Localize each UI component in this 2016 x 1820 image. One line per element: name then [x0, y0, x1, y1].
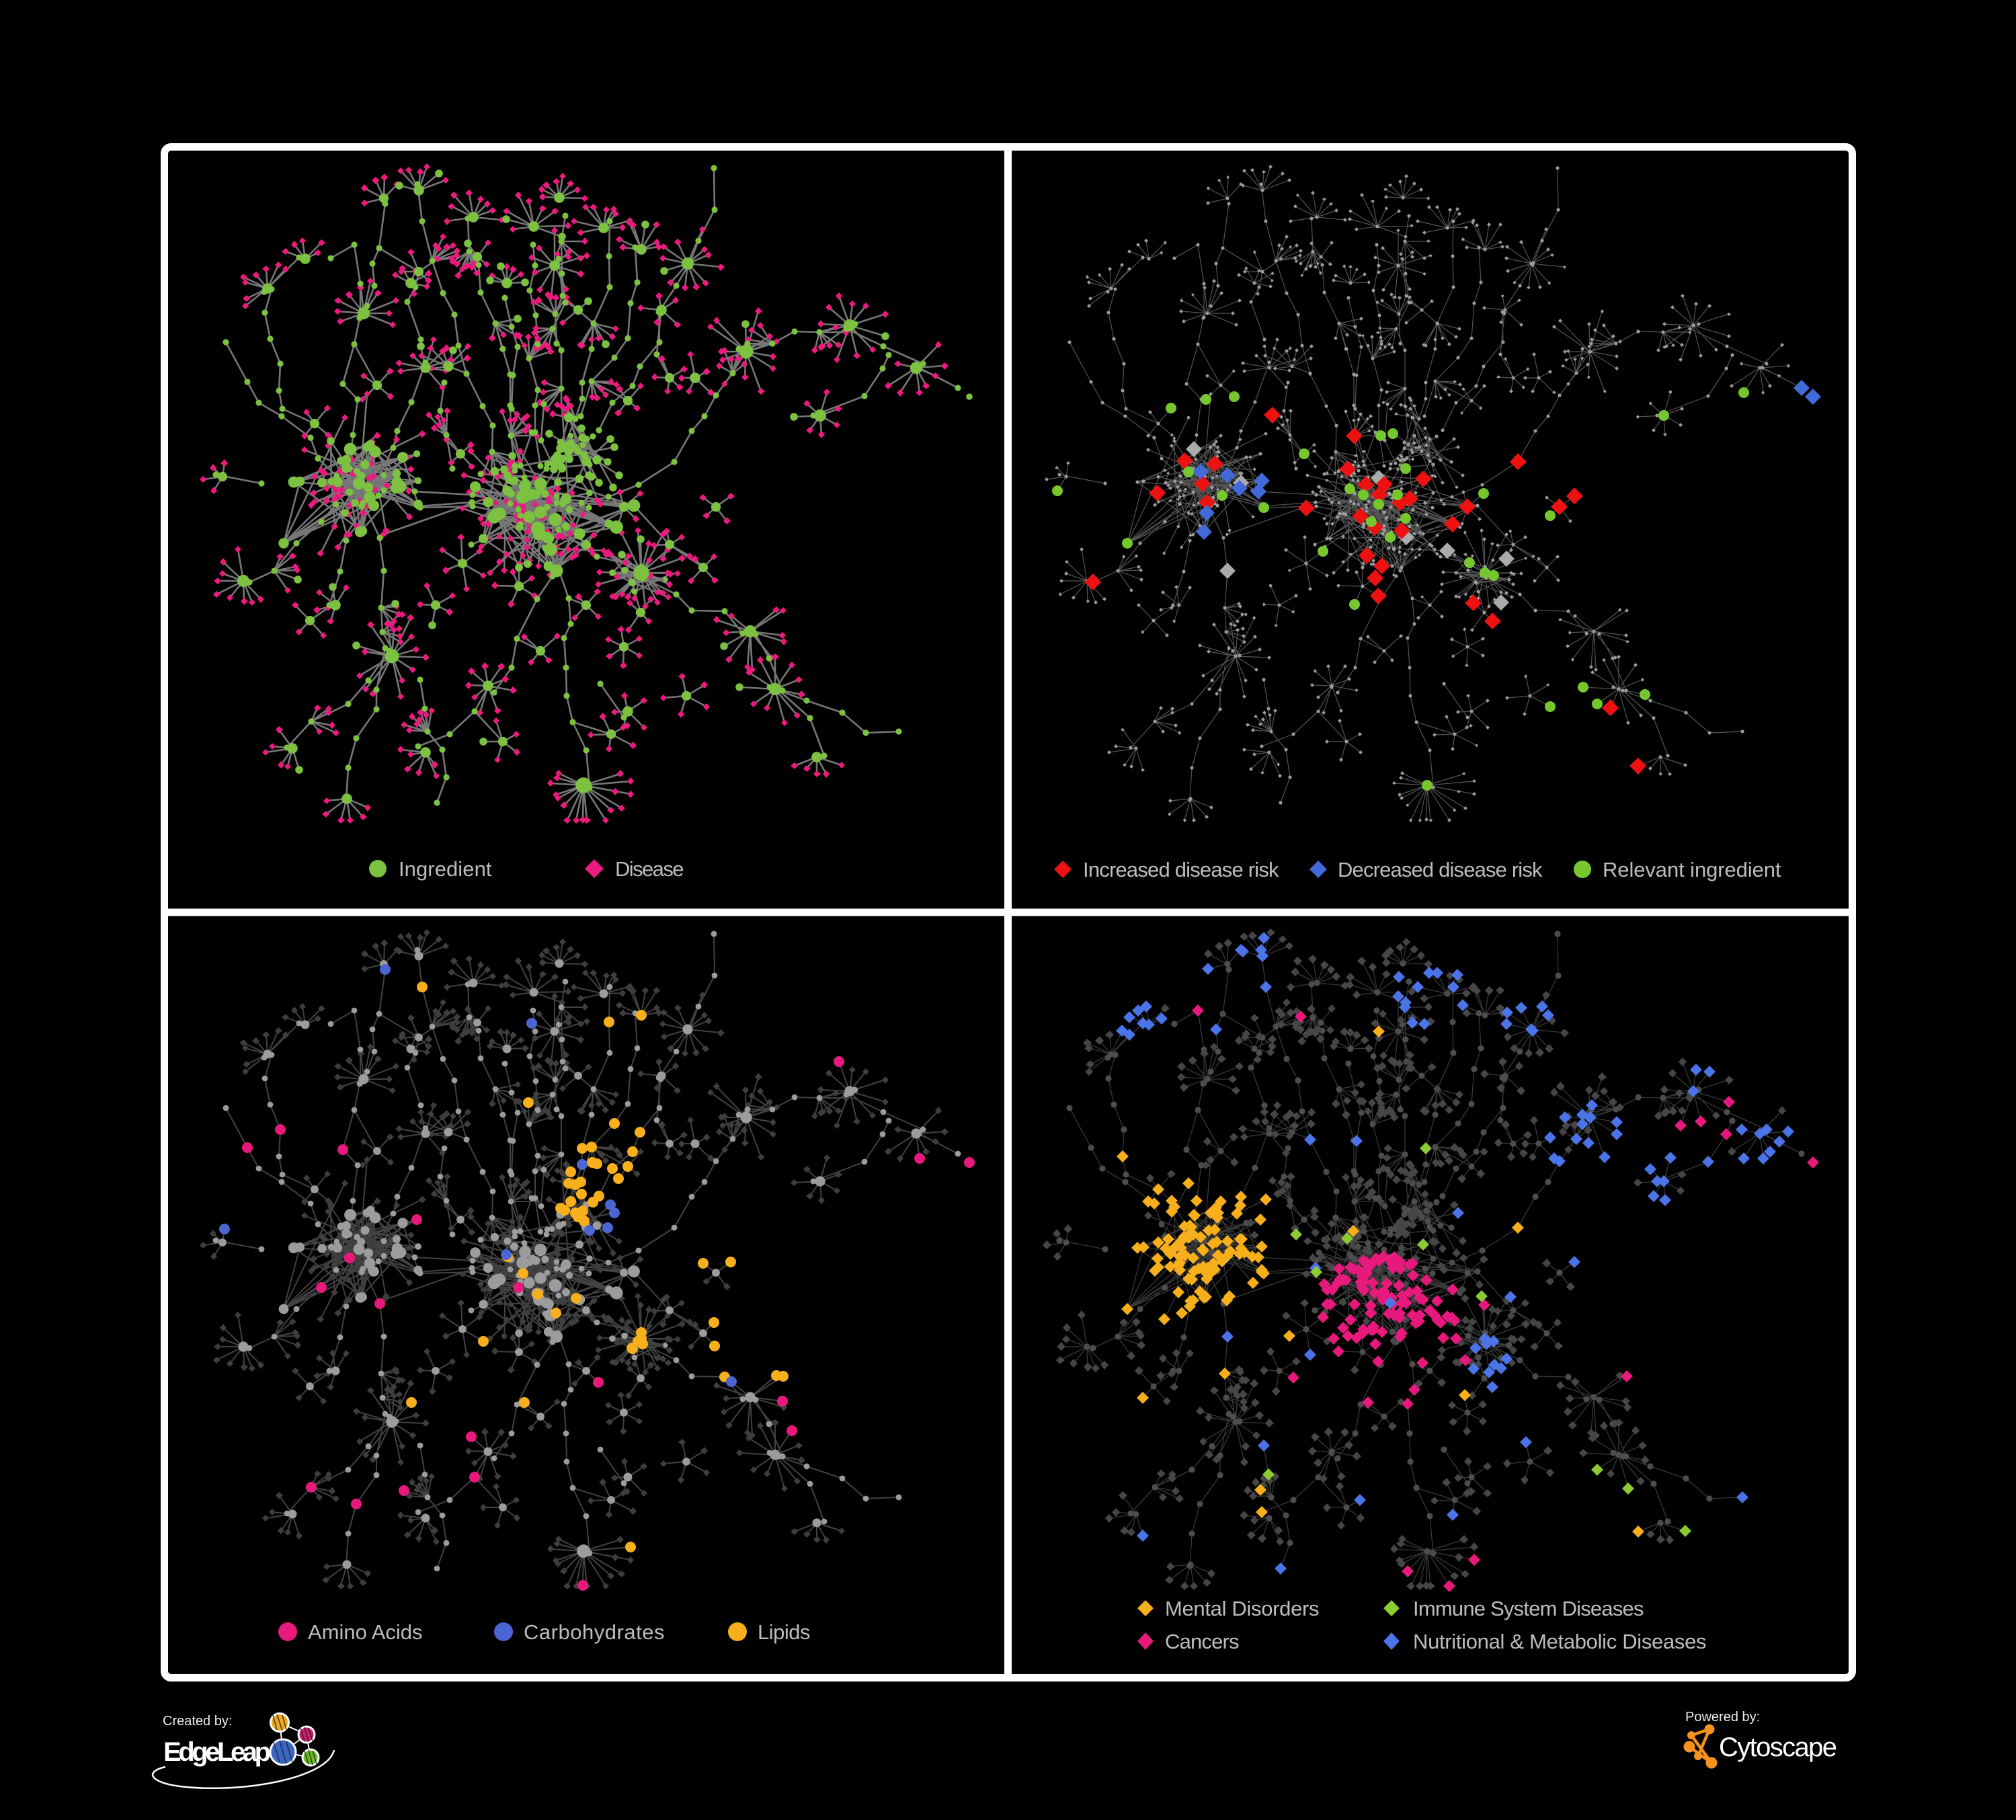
- svg-text:Decreased disease risk: Decreased disease risk: [1338, 858, 1543, 881]
- svg-text:Disease: Disease: [615, 857, 684, 881]
- svg-text:EdgeLeap: EdgeLeap: [163, 1737, 271, 1767]
- svg-text:Amino Acids: Amino Acids: [308, 1620, 423, 1644]
- svg-text:Ingredient: Ingredient: [399, 857, 492, 881]
- svg-text:Cancers: Cancers: [1165, 1630, 1240, 1653]
- svg-text:Powered by:: Powered by:: [1685, 1710, 1760, 1725]
- svg-text:Mental Disorders: Mental Disorders: [1165, 1597, 1320, 1620]
- svg-text:Immune System Diseases: Immune System Diseases: [1413, 1597, 1644, 1620]
- svg-text:Cytoscape: Cytoscape: [1719, 1733, 1837, 1762]
- svg-text:Created by:: Created by:: [163, 1714, 232, 1729]
- svg-text:Relevant ingredient: Relevant ingredient: [1603, 858, 1781, 881]
- svg-text:Carbohydrates: Carbohydrates: [524, 1620, 665, 1644]
- svg-text:Nutritional & Metabolic Diseas: Nutritional & Metabolic Diseases: [1413, 1630, 1707, 1653]
- svg-text:Increased disease risk: Increased disease risk: [1083, 858, 1279, 881]
- svg-text:Lipids: Lipids: [758, 1620, 811, 1644]
